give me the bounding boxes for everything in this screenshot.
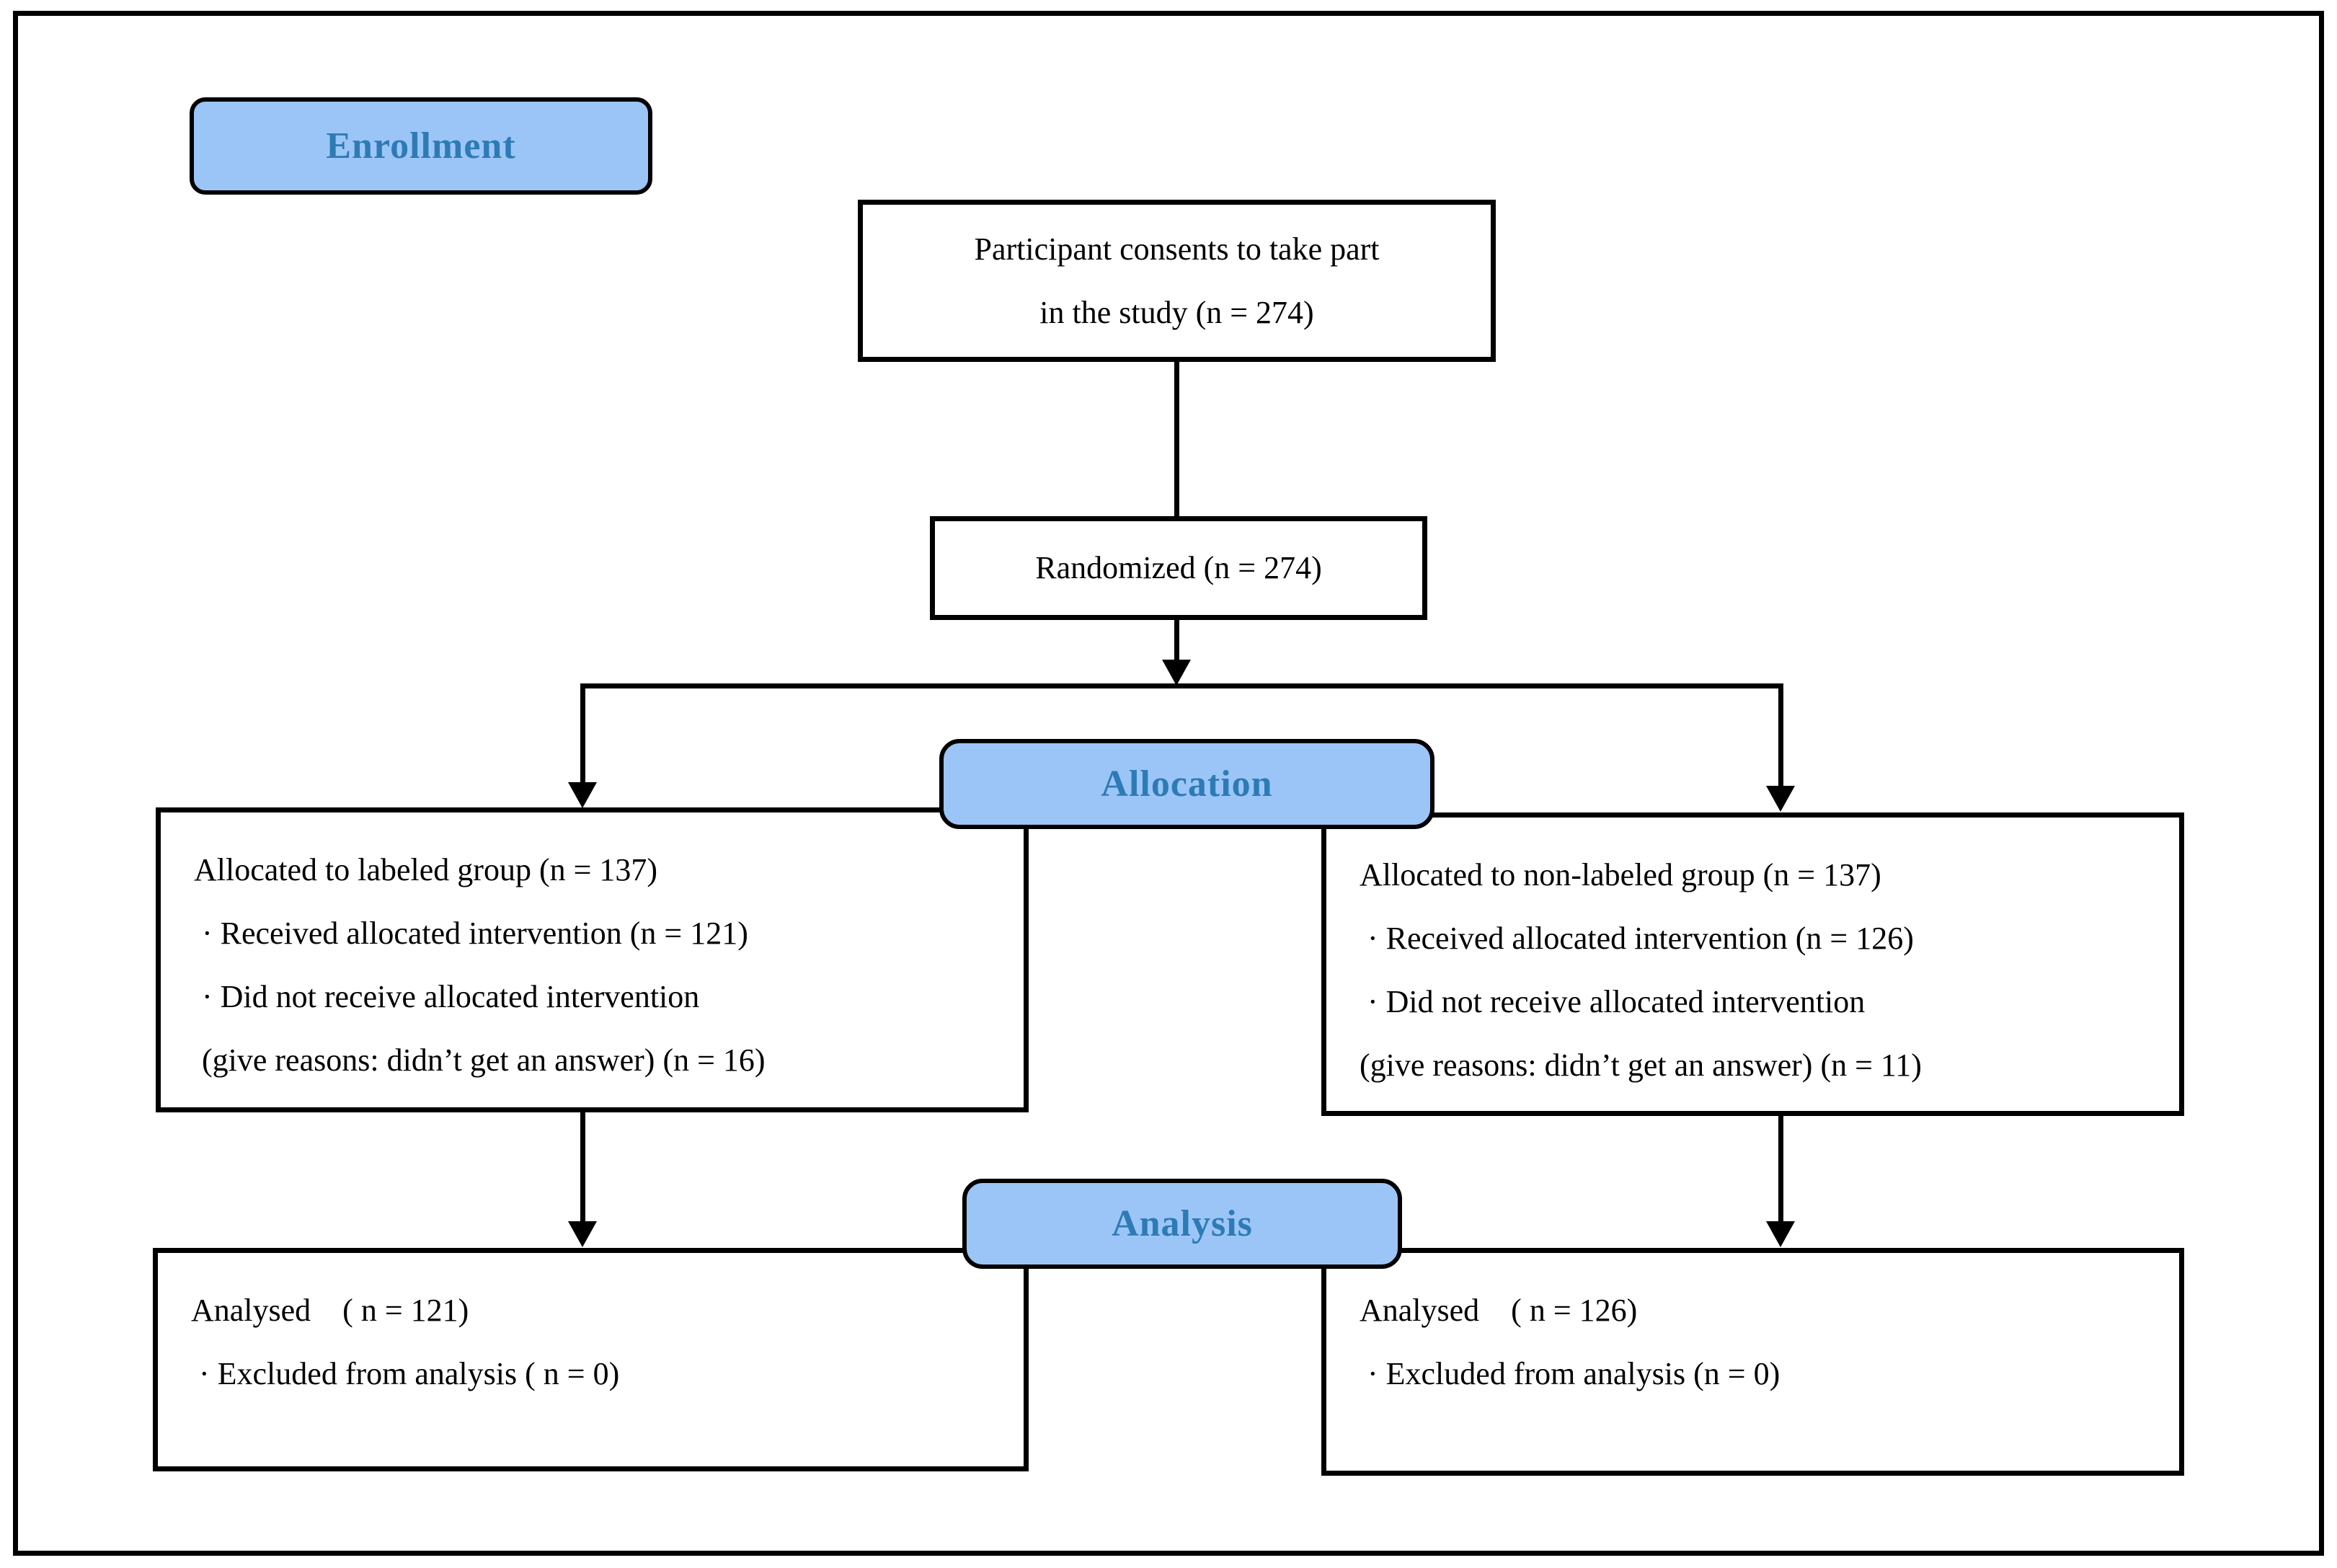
alloc-right-line-2: · Received allocated intervention (n = 1… (1360, 921, 1914, 956)
analysis-right-line-1: Analysed ( n = 126) (1360, 1293, 1638, 1328)
alloc-left-line-1: Allocated to labeled group (n = 137) (194, 852, 658, 887)
enrollment-label: Enrollment (326, 125, 516, 167)
box-allocated-labeled-group: Allocated to labeled group (n = 137) · R… (156, 807, 1029, 1112)
randomized-text: Randomized (n = 274) (1035, 550, 1322, 585)
alloc-left-line-2: · Received allocated intervention (n = 1… (194, 916, 748, 951)
consent-line-2: in the study (n = 274) (1039, 294, 1314, 330)
connector-split-to-alloc-right (1778, 683, 1783, 788)
allocation-label: Allocation (1101, 763, 1273, 805)
connector-consent-to-randomized (1174, 359, 1179, 519)
connector-alloc-to-analysis-left (580, 1110, 585, 1223)
split-line (580, 683, 1783, 688)
stage-badge-enrollment: Enrollment (190, 97, 652, 195)
arrowhead-down-icon (1162, 660, 1191, 686)
analysis-left-line-2: · Excluded from analysis ( n = 0) (191, 1356, 620, 1391)
box-randomized: Randomized (n = 274) (930, 516, 1427, 620)
connector-split-to-alloc-left (580, 683, 585, 784)
box-allocated-non-labeled-group: Allocated to non-labeled group (n = 137)… (1321, 812, 2184, 1116)
alloc-left-line-4: (give reasons: didn’t get an answer) (n … (194, 1042, 766, 1078)
box-consent: Participant consents to take part in the… (858, 200, 1496, 362)
alloc-right-line-4: (give reasons: didn’t get an answer) (n … (1360, 1047, 1922, 1083)
box-analysed-non-labeled-group: Analysed ( n = 126) · Excluded from anal… (1321, 1248, 2184, 1476)
connector-randomized-to-split (1174, 617, 1179, 662)
stage-badge-analysis: Analysis (962, 1179, 1402, 1269)
analysis-label: Analysis (1112, 1203, 1253, 1244)
arrowhead-down-icon (1766, 786, 1795, 812)
stage-badge-allocation: Allocation (939, 739, 1434, 829)
arrowhead-down-icon (568, 1221, 597, 1247)
consent-line-1: Participant consents to take part (974, 231, 1380, 267)
connector-alloc-to-analysis-right (1778, 1114, 1783, 1223)
analysis-right-line-2: · Excluded from analysis (n = 0) (1360, 1356, 1781, 1391)
alloc-right-line-3: · Did not receive allocated intervention (1360, 984, 1866, 1019)
alloc-right-line-1: Allocated to non-labeled group (n = 137) (1360, 857, 1881, 892)
arrowhead-down-icon (1766, 1221, 1795, 1247)
arrowhead-down-icon (568, 782, 597, 808)
alloc-left-line-3: · Did not receive allocated intervention (194, 979, 700, 1014)
analysis-left-line-1: Analysed ( n = 121) (191, 1293, 469, 1328)
box-analysed-labeled-group: Analysed ( n = 121) · Excluded from anal… (153, 1248, 1029, 1471)
